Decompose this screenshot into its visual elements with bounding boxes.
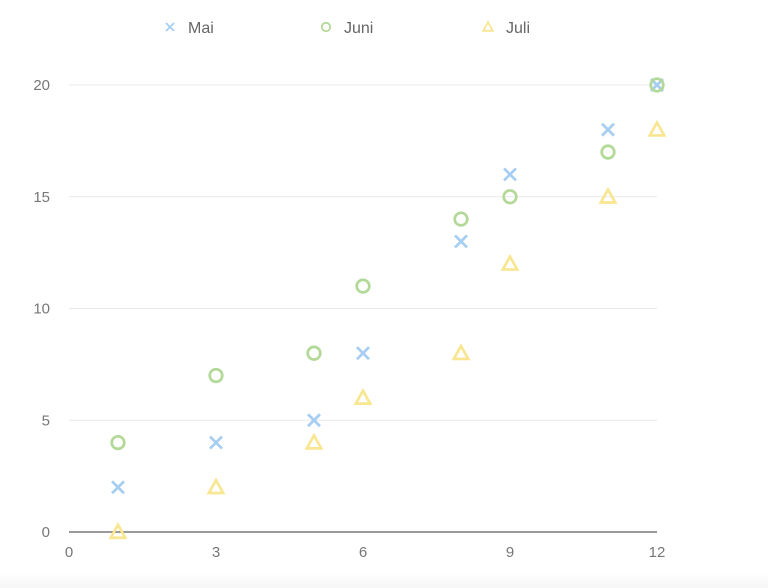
- data-point: [600, 144, 616, 160]
- data-point: [356, 346, 370, 361]
- data-point: [454, 234, 468, 249]
- cross-stroke: [307, 413, 321, 428]
- circle-icon: [320, 21, 332, 33]
- legend-label: Juli: [506, 20, 530, 37]
- y-tick-label: 5: [42, 412, 50, 429]
- data-point: [355, 278, 371, 294]
- data-point: [209, 435, 223, 450]
- cross-stroke: [454, 234, 468, 249]
- data-point: [502, 189, 518, 205]
- data-point: [598, 186, 618, 204]
- data-point: [307, 413, 321, 428]
- cross-stroke: [165, 22, 175, 32]
- data-point: [503, 167, 517, 182]
- series-mai: [111, 78, 664, 495]
- footer-strip: [0, 572, 768, 588]
- triangle-icon: [481, 20, 495, 32]
- series-juni: [110, 77, 665, 451]
- x-tick-label: 6: [359, 544, 367, 561]
- data-point: [108, 522, 128, 540]
- data-point: [451, 343, 471, 361]
- cross-icon: [165, 22, 175, 32]
- data-point: [453, 211, 469, 227]
- data-point: [111, 480, 125, 495]
- series-juli: [108, 119, 667, 540]
- cross-stroke: [209, 435, 223, 450]
- legend-item-juni: Juni: [320, 20, 373, 37]
- data-point: [206, 477, 226, 495]
- legend: Mai Juni Juli: [165, 20, 530, 37]
- y-tick-label: 15: [33, 189, 50, 206]
- cross-stroke: [503, 167, 517, 182]
- x-tick-label: 12: [649, 544, 666, 561]
- cross-stroke: [111, 480, 125, 495]
- grid: [69, 84, 657, 421]
- x-tick-label: 3: [212, 544, 220, 561]
- data-point: [601, 122, 615, 137]
- data-point: [647, 119, 667, 137]
- legend-item-juli: Juli: [481, 20, 530, 37]
- data-point: [208, 367, 224, 384]
- cross-stroke: [356, 346, 370, 361]
- axes: 0 5 10 15 20 0 3 6 9 12: [33, 77, 665, 561]
- data-point: [304, 432, 324, 450]
- data-points: [108, 77, 667, 540]
- legend-item-mai: Mai: [165, 20, 214, 37]
- data-point: [500, 253, 520, 271]
- data-point: [649, 77, 665, 93]
- y-tick-label: 10: [33, 301, 50, 318]
- legend-label: Mai: [188, 20, 214, 37]
- legend-label: Juni: [344, 20, 373, 37]
- data-point: [110, 434, 126, 451]
- y-tick-label: 20: [33, 77, 50, 94]
- data-point: [306, 345, 322, 361]
- x-tick-label: 0: [65, 544, 73, 561]
- cross-stroke: [601, 122, 615, 137]
- x-tick-label: 9: [506, 544, 514, 561]
- y-tick-label: 0: [42, 524, 50, 541]
- data-point: [353, 387, 373, 406]
